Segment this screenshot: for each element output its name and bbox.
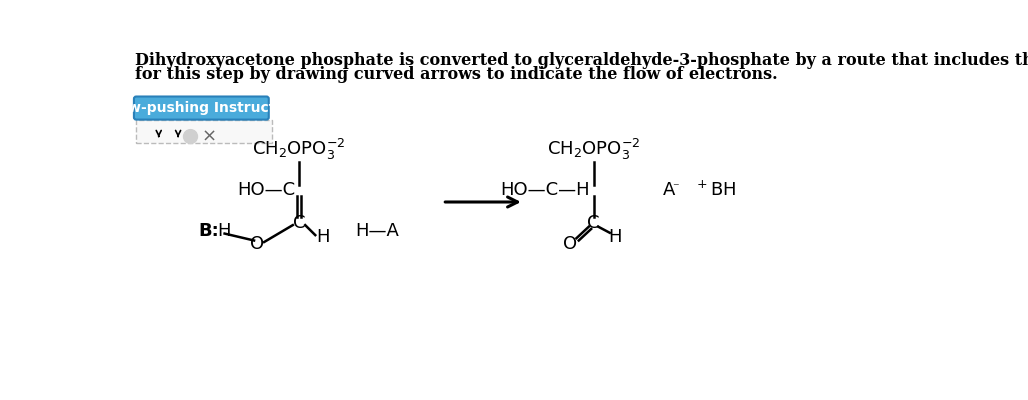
Text: CH$_2$OPO$_3^{-2}$: CH$_2$OPO$_3^{-2}$ (252, 137, 345, 162)
Text: O: O (250, 235, 264, 253)
Text: O: O (563, 235, 578, 253)
Text: H: H (218, 222, 231, 240)
Text: $^+$BH: $^+$BH (694, 181, 736, 200)
FancyBboxPatch shape (134, 96, 268, 120)
Circle shape (184, 130, 197, 144)
Text: B:: B: (198, 222, 219, 240)
Text: HO—C—H: HO—C—H (500, 182, 590, 200)
Text: Arrow-pushing Instructions: Arrow-pushing Instructions (95, 101, 308, 115)
Text: H: H (316, 228, 330, 246)
Text: A: A (663, 182, 675, 200)
FancyBboxPatch shape (137, 120, 271, 144)
Text: C: C (293, 214, 305, 232)
Text: H—A: H—A (355, 222, 399, 240)
Text: H: H (609, 228, 622, 246)
Text: HO—C: HO—C (237, 182, 295, 200)
Text: C: C (587, 214, 599, 232)
Text: CH$_2$OPO$_3^{-2}$: CH$_2$OPO$_3^{-2}$ (547, 137, 640, 162)
Text: Dihydroxyacetone phosphate is converted to glyceraldehyde-3-phosphate by a route: Dihydroxyacetone phosphate is converted … (135, 52, 1028, 69)
Text: for this step by drawing curved arrows to indicate the flow of electrons.: for this step by drawing curved arrows t… (135, 66, 777, 83)
Text: ⁻: ⁻ (672, 181, 680, 194)
Text: ×: × (201, 128, 217, 146)
